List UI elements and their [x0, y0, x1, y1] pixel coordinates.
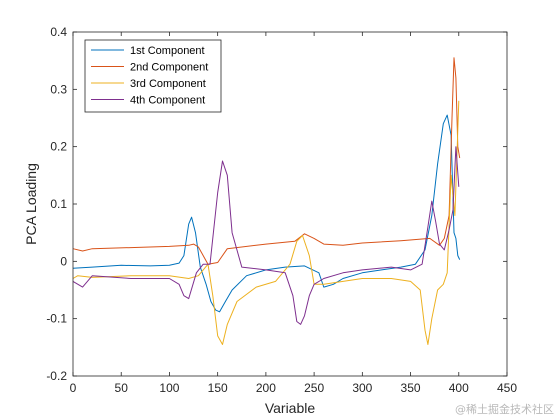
legend-label-1: 1st Component [130, 45, 205, 57]
x-tick-label: 450 [497, 381, 517, 395]
y-axis: -0.2 -0.1 0 0.1 0.2 0.3 0.4 [46, 25, 507, 383]
y-tick-label: 0.2 [50, 140, 67, 154]
x-tick-label: 400 [449, 381, 469, 395]
x-axis: 0 50 100 150 200 250 300 350 400 450 [70, 32, 517, 395]
x-tick-label: 0 [70, 381, 77, 395]
x-axis-title: Variable [265, 400, 316, 416]
y-tick-label: 0.3 [50, 82, 67, 96]
legend: 1st Component 2nd Component 3rd Component 4… [84, 39, 222, 113]
series-line-2 [72, 57, 461, 265]
x-tick-label: 200 [256, 381, 276, 395]
x-tick-label: 350 [401, 381, 421, 395]
series-layer [72, 57, 461, 345]
x-tick-label: 250 [304, 381, 324, 395]
legend-label-3: 3rd Component [130, 78, 206, 90]
x-tick-label: 50 [115, 381, 129, 395]
y-tick-label: 0.1 [50, 197, 67, 211]
x-tick-label: 300 [352, 381, 372, 395]
legend-items: 1st Component 2nd Component 3rd Component 4… [91, 45, 208, 107]
y-tick-label: -0.2 [46, 369, 67, 383]
y-axis-title: PCA Loading [23, 163, 39, 245]
series-line-4 [72, 146, 460, 325]
x-tick-label: 150 [208, 381, 228, 395]
watermark: @稀土掘金技术社区 [455, 403, 554, 416]
y-tick-label: 0.4 [50, 25, 67, 39]
y-tick-label: 0 [60, 254, 67, 268]
legend-label-4: 4th Component [130, 95, 205, 107]
y-tick-label: -0.1 [46, 312, 67, 326]
legend-label-2: 2nd Component [130, 62, 208, 74]
x-tick-label: 100 [159, 381, 179, 395]
